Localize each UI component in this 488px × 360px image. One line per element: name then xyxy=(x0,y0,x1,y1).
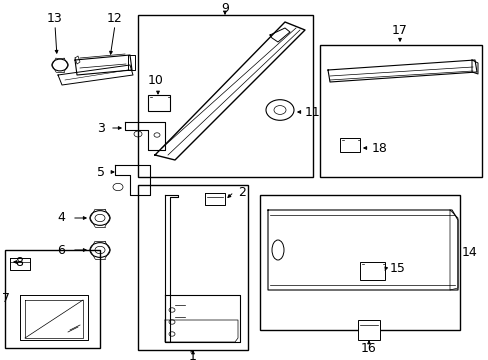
Text: 11: 11 xyxy=(305,105,320,118)
Text: 15: 15 xyxy=(389,261,405,274)
Text: 10: 10 xyxy=(148,73,163,86)
Text: 1: 1 xyxy=(189,350,197,360)
Bar xyxy=(319,45,481,177)
Bar xyxy=(138,185,247,350)
Text: 3: 3 xyxy=(97,122,105,135)
Text: 12: 12 xyxy=(107,12,122,24)
Bar xyxy=(5,250,100,348)
Text: 9: 9 xyxy=(221,1,228,14)
Text: 17: 17 xyxy=(391,23,407,36)
Text: 4: 4 xyxy=(57,211,65,225)
Text: 16: 16 xyxy=(360,342,376,355)
Text: 2: 2 xyxy=(238,185,245,198)
Text: 18: 18 xyxy=(371,141,387,154)
Bar xyxy=(138,15,312,177)
Text: 6: 6 xyxy=(57,243,65,256)
Text: 13: 13 xyxy=(47,12,63,24)
Bar xyxy=(359,262,384,280)
Bar xyxy=(260,195,459,330)
Text: 5: 5 xyxy=(97,166,105,179)
Bar xyxy=(339,138,359,152)
Text: 14: 14 xyxy=(461,246,477,258)
Text: 8: 8 xyxy=(15,256,23,269)
Bar xyxy=(148,95,170,111)
Bar xyxy=(357,320,379,340)
Text: 7: 7 xyxy=(2,292,10,305)
